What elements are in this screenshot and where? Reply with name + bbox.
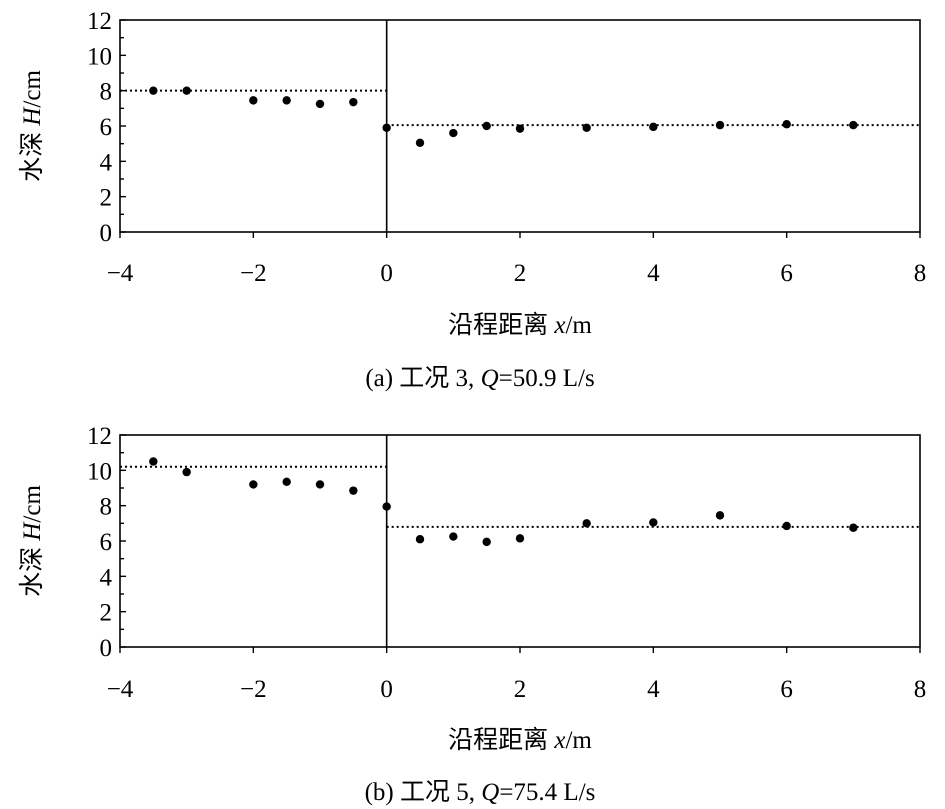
data-point [849, 523, 858, 532]
y-tick-label: 0 [100, 635, 113, 662]
panel-a: 0 2 4 6 8 10 12 −4 −2 0 2 4 6 8 沿程距离 x/m 水深 H/cm (a) 工况 … [18, 8, 926, 392]
x-tick-label: 0 [380, 676, 393, 703]
data-point [849, 120, 858, 130]
x-tick-label: 6 [780, 676, 793, 703]
y-tick-label: 12 [87, 8, 112, 35]
y-tick-label: 10 [87, 43, 112, 70]
data-point [249, 96, 258, 105]
y-axis-title-unit: /cm [19, 70, 46, 108]
x-axis-title-variable: x [553, 312, 565, 339]
y-tick-label: 4 [100, 564, 113, 591]
x-axis-title: 沿程距离 x/m [448, 311, 592, 339]
x-tick-label: 2 [514, 676, 527, 703]
x-axis-title-variable: x [553, 727, 565, 754]
data-point [782, 521, 791, 531]
data-point [449, 532, 458, 541]
caption-variable: Q [481, 365, 499, 392]
x-tick-label: −4 [107, 260, 134, 287]
data-point [482, 121, 491, 131]
x-tick-label: 0 [380, 260, 393, 287]
data-point [482, 537, 491, 547]
x-tick-label: 6 [780, 260, 793, 287]
data-point [782, 120, 791, 129]
y-axis-title-prefix: 水深 [18, 541, 46, 597]
data-point [649, 122, 658, 132]
data-point [182, 467, 191, 477]
x-axis-title-prefix: 沿程距离 [448, 726, 554, 754]
y-tick-label: 0 [100, 220, 113, 247]
x-axis-title: 沿程距离 x/m [448, 726, 592, 754]
data-point [582, 123, 591, 132]
x-tick-label: 2 [514, 260, 527, 287]
data-point [415, 138, 425, 147]
data-point [282, 477, 291, 487]
caption-prefix: (b) 工况 5, [365, 779, 482, 806]
x-tick-label: −2 [240, 260, 267, 287]
data-point [582, 519, 591, 528]
y-axis-title: 水深 H/cm [18, 485, 46, 597]
data-point [715, 511, 725, 520]
x-tick-label: −2 [240, 676, 267, 703]
x-axis-title-prefix: 沿程距离 [448, 311, 554, 339]
x-tick-label: −4 [107, 676, 134, 703]
data-point [382, 502, 391, 511]
x-tick-label: 8 [914, 676, 927, 703]
x-axis-title-unit: /m [565, 312, 592, 339]
data-point [249, 480, 258, 489]
x-axis-title-unit: /m [565, 727, 592, 754]
data-point [715, 120, 725, 130]
y-axis-title-variable: H [19, 106, 46, 127]
y-tick-label: 10 [87, 458, 112, 485]
data-point [149, 457, 158, 466]
data-point [515, 534, 525, 543]
data-point [315, 480, 325, 489]
data-point [182, 86, 191, 95]
y-axis-title-variable: H [19, 521, 46, 542]
caption-prefix: (a) 工况 3, [365, 365, 480, 392]
data-point [515, 124, 525, 133]
caption-value: =75.4 L/s [499, 779, 595, 806]
x-tick-label: 4 [647, 260, 660, 287]
data-point [649, 518, 658, 527]
y-tick-label: 6 [100, 114, 113, 141]
y-tick-label: 2 [100, 185, 113, 212]
x-tick-label: 4 [647, 676, 660, 703]
y-tick-label: 2 [100, 600, 113, 627]
y-tick-label: 8 [100, 79, 113, 106]
y-tick-label: 8 [100, 494, 113, 521]
data-point [349, 486, 358, 495]
y-axis-title: 水深 H/cm [18, 70, 46, 182]
data-point [449, 128, 458, 138]
panel-caption: (b) 工况 5, Q=75.4 L/s [365, 779, 596, 806]
y-tick-label: 6 [100, 529, 113, 556]
y-tick-label: 4 [100, 149, 113, 176]
caption-value: =50.9 L/s [499, 365, 595, 392]
data-point [415, 535, 425, 544]
y-axis-title-unit: /cm [19, 485, 46, 523]
panel-caption: (a) 工况 3, Q=50.9 L/s [365, 365, 594, 392]
data-point [282, 96, 291, 105]
data-point [349, 97, 358, 107]
data-point [382, 123, 391, 132]
data-point [315, 99, 325, 109]
y-tick-label: 12 [87, 423, 112, 450]
y-axis-title-prefix: 水深 [18, 126, 46, 182]
x-tick-label: 8 [914, 260, 927, 287]
caption-variable: Q [481, 779, 499, 806]
panel-b: 0 2 4 6 8 10 12 −4 −2 0 2 4 6 8 沿程距离 x/m 水深 H/cm (b) 工况 … [18, 423, 926, 806]
data-point [149, 86, 158, 95]
